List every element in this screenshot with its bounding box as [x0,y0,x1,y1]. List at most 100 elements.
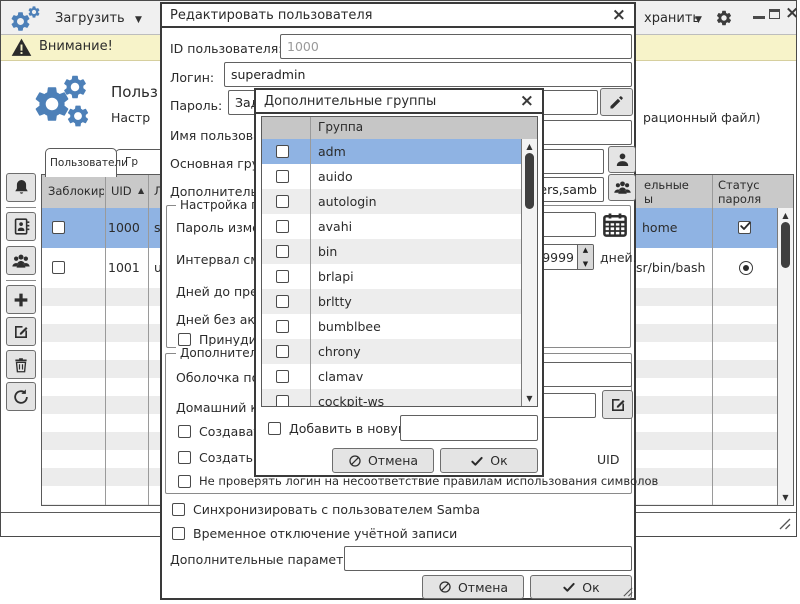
col-extra-line2[interactable]: ы [644,192,654,206]
edit-cancel-button[interactable]: Отмена [422,575,524,599]
groups-ok-button[interactable]: Ок [440,448,538,473]
group-checkbox[interactable] [276,270,289,283]
calendar-icon[interactable] [600,210,630,240]
maximize-button[interactable] [769,9,780,19]
group-row[interactable]: avahi [262,214,521,239]
close-window-button[interactable]: × [785,3,800,23]
force-password-checkbox[interactable] [178,333,191,346]
warn-days-label: Дней до пред [176,284,267,299]
user-id-field[interactable] [280,34,632,59]
groups-dialog-close-icon[interactable]: × [519,90,534,111]
edit-home-dir-button[interactable] [602,390,633,419]
tab-users[interactable]: Пользователи [45,148,128,177]
group-row[interactable]: brltty [262,289,521,314]
add-user-button[interactable] [6,285,36,314]
group-row[interactable]: adm [262,139,521,164]
spin-up-icon[interactable]: ▲ [582,246,589,254]
groups-button[interactable] [6,246,36,275]
settings-gear-icon[interactable] [715,9,733,27]
login-field[interactable] [224,62,632,87]
dialog-resize-grip-icon[interactable] [623,587,633,597]
page-subtitle: Настр [111,110,151,125]
groups-scrollbar[interactable]: ▲ ▼ [521,139,537,406]
row2-uid: 1001 [108,260,140,275]
select-extra-groups-button[interactable] [608,174,636,201]
edit-password-button[interactable] [600,88,633,116]
disable-account-checkbox[interactable] [172,527,185,540]
delete-user-button[interactable] [6,350,36,379]
group-checkbox[interactable] [276,245,289,258]
cancel-icon [438,580,452,594]
load-caret-icon[interactable]: ▼ [135,15,142,25]
group-row[interactable]: autologin [262,189,521,214]
edit-ok-label: Ок [582,579,600,595]
samba-checkbox[interactable] [172,503,185,516]
scrollbar-thumb[interactable] [525,153,534,209]
edit-ok-button[interactable]: Ок [530,575,632,599]
group-checkbox[interactable] [276,195,289,208]
group-row[interactable]: brlapi [262,264,521,289]
interval-spinner[interactable]: 9999 ▲ ▼ [540,244,594,270]
create-group-checkbox-row[interactable]: Создать п [178,450,265,465]
load-button[interactable]: Загрузить [55,11,125,26]
extra-params-field[interactable] [344,546,632,571]
group-row[interactable]: cockpit-ws [262,389,521,406]
edit-user-button[interactable] [6,317,36,346]
col-extra-line1[interactable]: ельные [644,178,689,192]
scroll-up-icon[interactable]: ▲ [526,142,533,151]
group-checkbox[interactable] [276,295,289,308]
create-home-checkbox[interactable] [178,425,191,438]
divider [310,117,311,406]
group-checkbox[interactable] [276,145,289,158]
col-locked[interactable]: Заблокир [48,184,104,198]
create-group-checkbox[interactable] [178,451,191,464]
force-password-checkbox-row[interactable]: Принудите [178,332,272,347]
group-row[interactable]: chrony [262,339,521,364]
disable-account-checkbox-row[interactable]: Временное отключение учётной записи [172,526,457,541]
col-status-line1[interactable]: Статус [718,178,760,192]
save-button[interactable]: хранить [644,11,701,26]
add-new-group-checkbox-row[interactable]: Добавить в новую: [268,421,413,436]
samba-checkbox-row[interactable]: Синхронизировать с пользователем Samba [172,502,480,517]
create-home-checkbox-row[interactable]: Создават [178,424,261,439]
groups-dialog-titlebar[interactable]: Дополнительные группы × [256,90,542,114]
group-checkbox[interactable] [276,170,289,183]
row2-password-status-radio[interactable] [739,261,753,275]
group-row[interactable]: bin [262,239,521,264]
select-primary-group-button[interactable] [608,146,636,173]
row1-locked-checkbox[interactable] [52,221,65,234]
user-id-label: ID пользователя: [170,41,283,56]
new-group-name-field[interactable] [400,415,538,441]
group-checkbox[interactable] [276,370,289,383]
save-caret-icon[interactable]: ▼ [695,15,702,25]
group-checkbox[interactable] [276,395,289,406]
login-rules-checkbox[interactable] [178,474,191,488]
login-rules-checkbox-row[interactable]: Не проверять логин на несоответствие пра… [178,474,658,488]
group-checkbox[interactable] [276,320,289,333]
groups-cancel-button[interactable]: Отмена [332,448,434,473]
spinner-buttons[interactable]: ▲ ▼ [577,245,593,269]
resize-grip-icon[interactable] [779,518,791,530]
group-row[interactable]: clamav [262,364,521,389]
edit-dialog-close-icon[interactable]: × [611,4,626,25]
scroll-down-icon[interactable]: ▼ [782,493,789,502]
refresh-button[interactable] [6,382,36,411]
table-scrollbar[interactable]: ▲ ▼ [777,208,793,505]
row2-locked-checkbox[interactable] [52,261,65,274]
scroll-down-icon[interactable]: ▼ [526,394,533,403]
spin-down-icon[interactable]: ▼ [582,260,589,268]
check-icon [470,454,484,468]
group-row[interactable]: bumblbee [262,314,521,339]
group-checkbox[interactable] [276,345,289,358]
col-uid[interactable]: UID [111,184,132,198]
minimize-button[interactable] [753,16,765,19]
edit-dialog-titlebar[interactable]: Редактировать пользователя × [162,4,634,28]
notifications-button[interactable] [6,173,36,202]
col-status-line2[interactable]: пароля [718,192,762,206]
scroll-up-icon[interactable]: ▲ [782,211,789,220]
add-new-group-checkbox[interactable] [268,422,281,435]
scrollbar-thumb[interactable] [781,222,790,268]
group-row[interactable]: auido [262,164,521,189]
contacts-button[interactable] [6,212,36,241]
group-checkbox[interactable] [276,220,289,233]
